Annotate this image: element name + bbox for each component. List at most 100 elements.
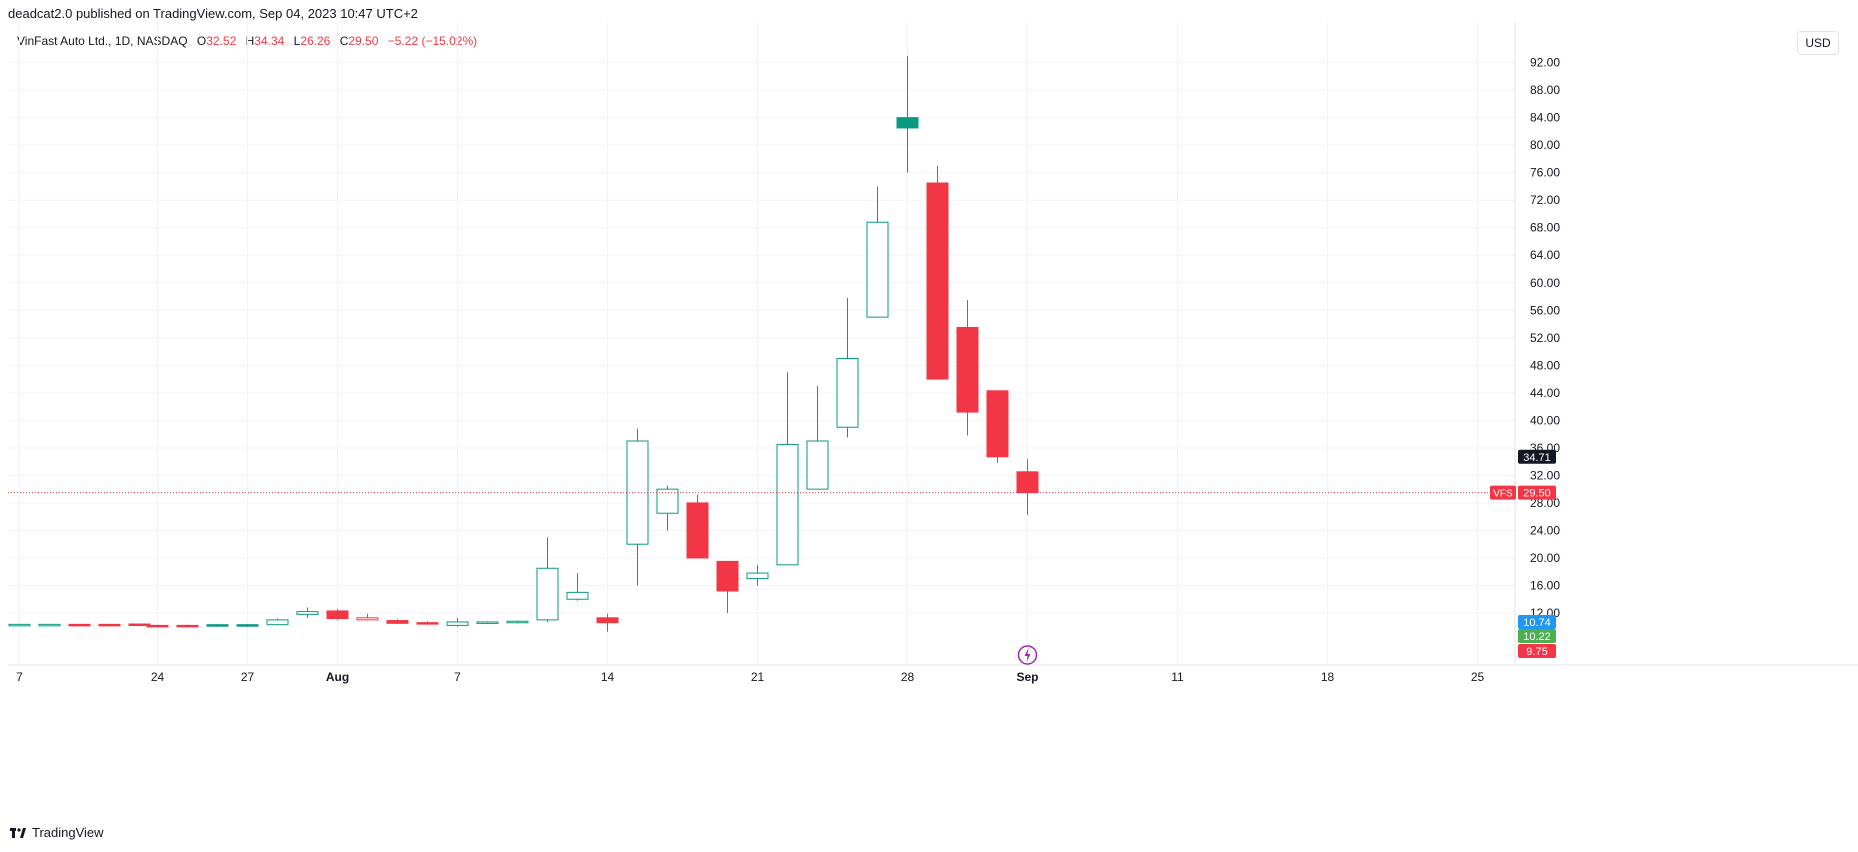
candle bbox=[806, 385, 829, 490]
candle bbox=[296, 607, 319, 618]
candle-body bbox=[686, 502, 709, 559]
candle-body bbox=[926, 182, 949, 380]
candle bbox=[38, 623, 61, 627]
candle bbox=[476, 621, 499, 625]
y-tick-label: 32.00 bbox=[1530, 468, 1560, 482]
candle bbox=[386, 619, 409, 625]
candle-body bbox=[476, 621, 499, 624]
candle bbox=[746, 564, 769, 586]
y-tick-label: 84.00 bbox=[1530, 111, 1560, 125]
candle bbox=[836, 297, 859, 438]
price-label: 9.75 bbox=[1518, 644, 1556, 658]
candle-body bbox=[356, 617, 379, 621]
candle-body bbox=[896, 117, 919, 129]
y-tick-label: 80.00 bbox=[1530, 138, 1560, 152]
published-line: deadcat2.0 published on TradingView.com,… bbox=[8, 6, 418, 21]
candle bbox=[926, 165, 949, 380]
candle-body bbox=[746, 572, 769, 580]
y-tick-label: 64.00 bbox=[1530, 248, 1560, 262]
candles bbox=[8, 55, 1039, 632]
y-tick-label: 20.00 bbox=[1530, 551, 1560, 565]
candle bbox=[506, 620, 529, 624]
candle bbox=[128, 623, 151, 627]
candle bbox=[986, 390, 1009, 464]
time-axis[interactable]: 7 24 27 Aug 7 14 21 28 Sep 11 18 25 bbox=[8, 664, 1858, 684]
candle-body bbox=[236, 624, 259, 627]
symbol-legend: VinFast Auto Ltd., 1D, NASDAQ O32.52 H34… bbox=[17, 34, 477, 48]
close-value: 29.50 bbox=[348, 34, 379, 48]
price-label-text: 9.75 bbox=[1526, 646, 1547, 658]
candle-body bbox=[176, 624, 199, 628]
low-label: L bbox=[293, 34, 301, 48]
chart-grid bbox=[8, 22, 1515, 665]
x-tick-label: 7 bbox=[16, 670, 23, 684]
price-label: 29.50 VFS bbox=[1490, 485, 1556, 500]
y-tick-label: 76.00 bbox=[1530, 166, 1560, 180]
x-tick-label: 14 bbox=[601, 670, 615, 684]
y-tick-label: 88.00 bbox=[1530, 83, 1560, 97]
price-label: 34.71 bbox=[1518, 449, 1556, 464]
x-tick-label: 7 bbox=[454, 670, 461, 684]
high-value: 34.34 bbox=[254, 34, 285, 48]
symbol-tag-text: VFS bbox=[1493, 489, 1513, 500]
price-label-bg bbox=[1518, 629, 1556, 643]
candle-body bbox=[206, 624, 229, 627]
candle bbox=[716, 560, 739, 613]
y-tick-label: 92.00 bbox=[1530, 56, 1560, 70]
candle-body bbox=[68, 623, 91, 627]
candle-body bbox=[446, 621, 469, 626]
price-axis[interactable]: 12.0016.0020.0024.0028.0032.0036.0040.00… bbox=[1514, 22, 1560, 665]
price-label-text: 29.50 bbox=[1523, 488, 1551, 500]
candle bbox=[656, 485, 679, 531]
event-marker[interactable] bbox=[1017, 645, 1038, 665]
candle bbox=[206, 624, 229, 627]
price-labels: 34.71 29.50 VFS 10.74 10.22 9.75 bbox=[1490, 449, 1556, 658]
candle bbox=[356, 613, 379, 621]
symbol-title[interactable]: VinFast Auto Ltd., 1D, NASDAQ bbox=[17, 34, 188, 48]
candle bbox=[956, 299, 979, 436]
candle bbox=[1016, 459, 1039, 515]
y-tick-label: 44.00 bbox=[1530, 386, 1560, 400]
y-tick-label: 48.00 bbox=[1530, 358, 1560, 372]
tradingview-logo-icon bbox=[10, 827, 26, 838]
candle-body bbox=[8, 623, 31, 627]
currency-button[interactable]: USD bbox=[1797, 31, 1839, 55]
candle bbox=[266, 618, 289, 626]
x-tick-label: 21 bbox=[751, 670, 765, 684]
x-tick-label: 11 bbox=[1171, 670, 1184, 684]
candle-body bbox=[98, 623, 121, 627]
tradingview-brand[interactable]: TradingView bbox=[10, 825, 104, 840]
brand-name: TradingView bbox=[32, 825, 104, 840]
y-tick-label: 52.00 bbox=[1530, 331, 1560, 345]
candle bbox=[416, 621, 439, 625]
price-label-bg bbox=[1518, 615, 1556, 629]
candle-body bbox=[1016, 471, 1039, 494]
candle bbox=[686, 494, 709, 559]
candle bbox=[596, 613, 619, 632]
x-tick-label: 24 bbox=[151, 670, 165, 684]
candle-body bbox=[986, 390, 1009, 458]
candle-body bbox=[416, 622, 439, 625]
x-tick-label: 27 bbox=[241, 670, 255, 684]
close-label: C bbox=[339, 34, 349, 48]
y-tick-label: 60.00 bbox=[1530, 276, 1560, 290]
change-value: −5.22 (−15.02%) bbox=[387, 34, 478, 48]
x-tick-label: 18 bbox=[1321, 670, 1335, 684]
candle-body bbox=[716, 560, 739, 592]
candle-body bbox=[386, 620, 409, 624]
y-tick-label: 72.00 bbox=[1530, 193, 1560, 207]
y-tick-label: 24.00 bbox=[1530, 523, 1560, 537]
y-tick-label: 40.00 bbox=[1530, 413, 1560, 427]
candle bbox=[146, 624, 169, 628]
candle bbox=[446, 617, 469, 627]
candle-body bbox=[836, 357, 859, 428]
candle-body bbox=[866, 221, 889, 318]
candle bbox=[566, 573, 589, 601]
candle bbox=[536, 537, 559, 622]
price-label: 10.22 bbox=[1518, 629, 1556, 643]
candle-body bbox=[536, 567, 559, 621]
price-label-text: 10.22 bbox=[1523, 631, 1551, 643]
candle-body bbox=[776, 443, 799, 566]
candle bbox=[776, 372, 799, 566]
